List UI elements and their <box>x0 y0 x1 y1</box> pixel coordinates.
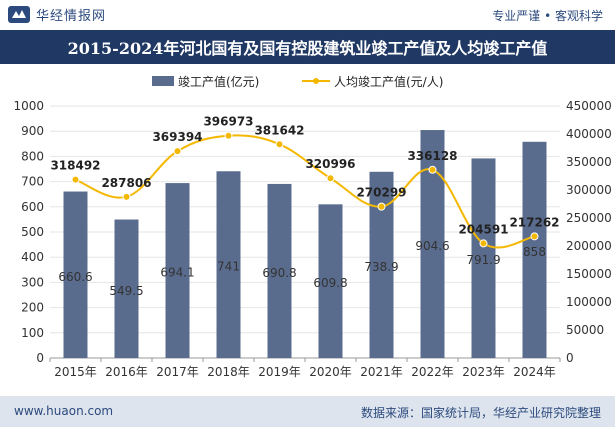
bar-labels: 660.6 549.5 694.1 741 690.8 609.8 738.9 904.6 79… <box>58 239 546 298</box>
legend: 竣工产值(亿元) 人均竣工产值(元/人) <box>152 74 443 89</box>
left-tick-label: 300 <box>21 275 44 289</box>
right-tick-label: 250000 <box>566 211 612 225</box>
right-tick-label: 0 <box>566 351 574 365</box>
line-value-label: 318492 <box>50 159 100 173</box>
brand-name: 华经情报网 <box>36 8 107 24</box>
website-link[interactable]: www.huaon.com <box>14 404 114 418</box>
line-point <box>479 239 488 248</box>
right-axis: 0 50000 100000 150000 200000 250000 300000 3500… <box>566 99 612 365</box>
left-axis: 0 100 200 300 400 500 600 700 800 900 1000 <box>13 99 44 365</box>
huajing-logo-icon <box>8 5 30 23</box>
line-value-label: 287806 <box>101 176 151 190</box>
right-tick-label: 350000 <box>566 155 612 169</box>
line-point <box>275 140 284 149</box>
data-source: 数据来源：国家统计局，华经产业研究院整理 <box>360 406 601 420</box>
bar-value-label: 738.9 <box>364 260 398 274</box>
line-point <box>428 165 437 174</box>
bar-value-label: 904.6 <box>415 239 449 253</box>
bar-series <box>63 130 547 358</box>
line-value-label: 381642 <box>254 123 304 137</box>
line-value-label: 396973 <box>203 115 253 129</box>
right-tick-label: 150000 <box>566 267 612 281</box>
left-tick-label: 700 <box>21 175 44 189</box>
left-tick-label: 600 <box>21 200 44 214</box>
left-tick-label: 1000 <box>13 99 44 113</box>
line-point <box>173 147 182 156</box>
line-point <box>530 232 539 241</box>
x-tick-label: 2021年 <box>360 365 403 379</box>
left-tick-label: 0 <box>36 351 44 365</box>
line-value-label: 270299 <box>356 186 406 200</box>
bar <box>522 141 547 358</box>
x-tick-label: 2024年 <box>513 365 556 379</box>
bar <box>318 204 343 358</box>
line-series <box>71 131 539 249</box>
bar-value-label: 694.1 <box>160 266 194 280</box>
tagline: 专业严谨 • 客观科学 <box>492 9 603 23</box>
legend-line-label: 人均竣工产值(元/人) <box>334 74 443 89</box>
bar <box>471 158 496 358</box>
x-axis: 2015年 2016年 2017年 2018年 2019年 2020年 2021年 2022年… <box>49 358 561 379</box>
line-point <box>224 131 233 140</box>
line-point <box>71 175 80 184</box>
x-tick-label: 2019年 <box>258 365 301 379</box>
right-tick-label: 200000 <box>566 239 612 253</box>
line-value-label: 217262 <box>509 215 559 229</box>
right-tick-label: 100000 <box>566 295 612 309</box>
line-point <box>122 192 131 201</box>
line-point <box>326 174 335 183</box>
bar-value-label: 741 <box>217 260 240 274</box>
left-tick-label: 500 <box>21 225 44 239</box>
bar <box>216 171 241 358</box>
right-tick-label: 450000 <box>566 99 612 113</box>
x-tick-label: 2023年 <box>462 365 505 379</box>
legend-bar-swatch <box>152 76 174 86</box>
bar <box>114 219 139 358</box>
left-tick-label: 100 <box>21 326 44 340</box>
right-tick-label: 50000 <box>566 323 604 337</box>
x-tick-label: 2018年 <box>207 365 250 379</box>
footer: www.huaon.com 数据来源：国家统计局，华经产业研究院整理 <box>0 396 615 427</box>
bar <box>165 183 190 358</box>
line-value-label: 320996 <box>305 157 355 171</box>
bar-value-label: 690.8 <box>262 266 296 280</box>
x-tick-label: 2015年 <box>54 365 97 379</box>
series-line <box>75 134 535 249</box>
bar-value-label: 549.5 <box>109 284 143 298</box>
bar <box>63 191 88 358</box>
chart-title: 2015-2024年河北国有及国有控股建筑业竣工产值及人均竣工产值 <box>67 39 548 58</box>
bar-value-label: 858 <box>523 245 546 259</box>
line-value-label: 336128 <box>407 149 457 163</box>
left-tick-label: 400 <box>21 250 44 264</box>
right-tick-label: 400000 <box>566 127 612 141</box>
brand: 华经情报网 <box>8 5 107 24</box>
line-value-label: 369394 <box>152 130 202 144</box>
title-bar: 2015-2024年河北国有及国有控股建筑业竣工产值及人均竣工产值 <box>0 30 615 64</box>
left-tick-label: 900 <box>21 124 44 138</box>
bar-value-label: 791.9 <box>466 253 500 267</box>
line-value-label: 204591 <box>458 222 508 236</box>
left-tick-label: 800 <box>21 149 44 163</box>
x-tick-label: 2020年 <box>309 365 352 379</box>
legend-line-marker <box>313 78 319 84</box>
right-tick-label: 300000 <box>566 183 612 197</box>
x-tick-label: 2022年 <box>411 365 454 379</box>
bar-value-label: 660.6 <box>58 270 92 284</box>
left-tick-label: 200 <box>21 301 44 315</box>
line-point <box>377 202 386 211</box>
bar-value-label: 609.8 <box>313 276 347 290</box>
bar <box>267 183 292 358</box>
x-tick-label: 2016年 <box>105 365 148 379</box>
legend-bar-label: 竣工产值(亿元) <box>178 74 259 89</box>
x-tick-label: 2017年 <box>156 365 199 379</box>
chart: 竣工产值(亿元) 人均竣工产值(元/人) 0 100 200 300 400 500 600… <box>13 74 612 379</box>
top-bar: 华经情报网 专业严谨 • 客观科学 <box>0 0 615 28</box>
